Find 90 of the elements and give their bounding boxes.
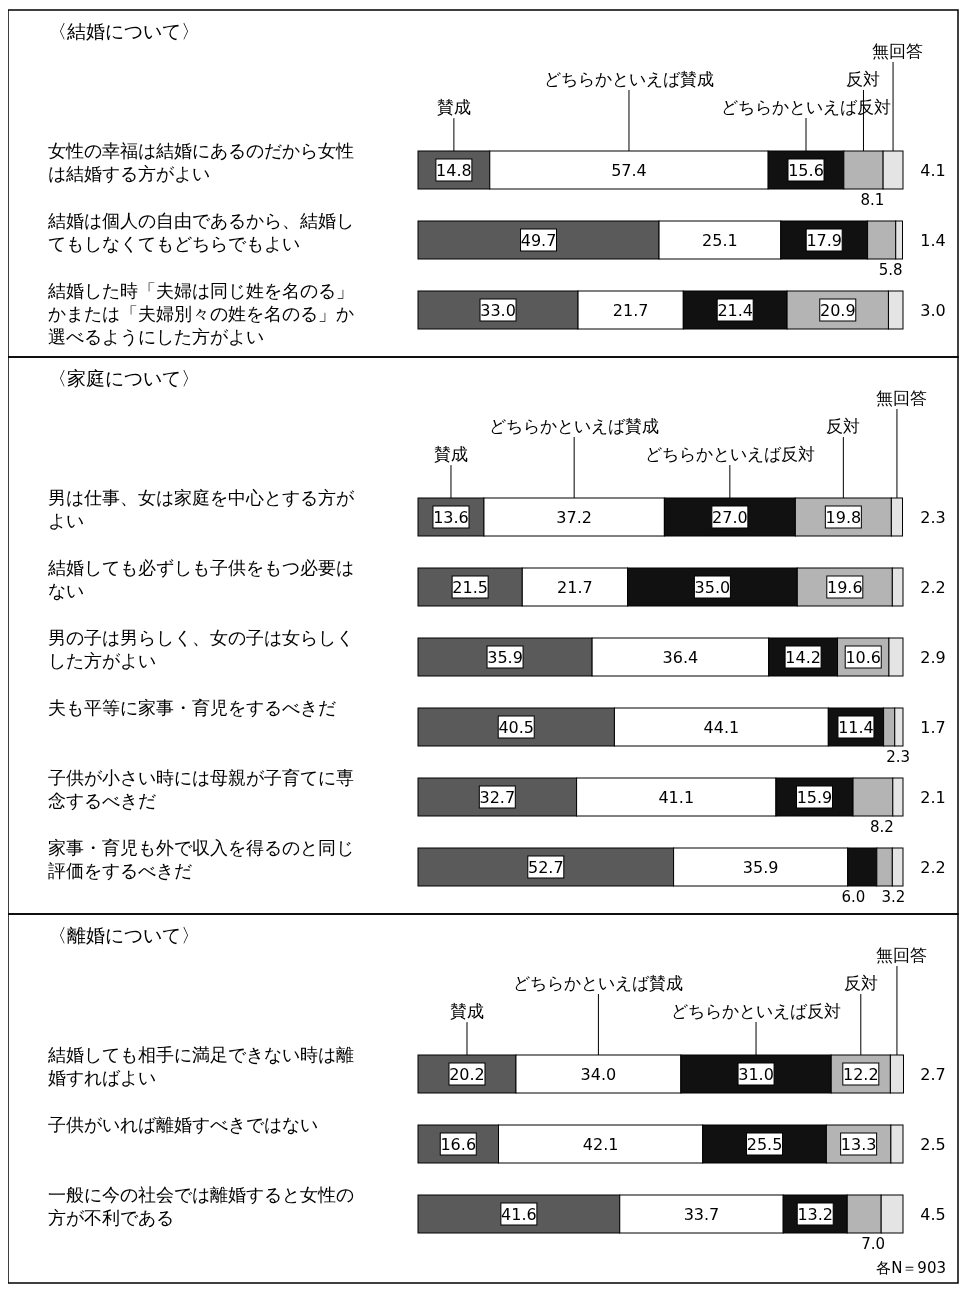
data-label: 21.7: [557, 578, 593, 597]
text: 〈結婚について〉: [48, 20, 200, 42]
text: どちらかといえば賛成: [489, 416, 660, 436]
data-label: 16.6: [440, 1135, 477, 1154]
data-label: 35.0: [694, 578, 731, 597]
data-label: 19.6: [826, 578, 863, 597]
data-label: 1.7: [920, 718, 946, 737]
data-label: 49.7: [520, 231, 557, 250]
data-label: 3.2: [881, 888, 906, 906]
data-label: 2.3: [920, 508, 946, 527]
data-label: 10.6: [845, 648, 882, 667]
data-label: 15.9: [796, 788, 833, 807]
y-tick-label: 結婚しても必ずしも子供をもつ必要はない: [47, 557, 354, 601]
y-tick-label: 結婚しても相手に満足できない時は離婚すればよい: [47, 1044, 354, 1088]
data-label: 41.1: [658, 788, 695, 807]
data-label: 2.1: [920, 788, 946, 807]
data-label: 3.0: [920, 301, 946, 320]
series-label: 賛成: [436, 97, 471, 117]
series-label: 賛成: [449, 1001, 484, 1021]
data-label: 35.9: [742, 858, 779, 877]
data-label: 33.7: [683, 1205, 720, 1224]
data-label: 44.1: [703, 718, 740, 737]
data-label: 11.4: [838, 718, 874, 737]
data-label: 21.5: [452, 578, 488, 597]
data-label: 21.7: [612, 301, 649, 320]
data-label: 25.5: [746, 1135, 783, 1154]
data-label: 27.0: [712, 508, 748, 527]
y-tick-label: 結婚した時「夫婦は同じ姓を名のる」かまたは「夫婦別々の姓を名のる」か選べるようにした方がよい: [47, 280, 354, 347]
data-label: 36.4: [662, 648, 699, 667]
data-label: 20.9: [819, 301, 856, 320]
data-label: 42.1: [582, 1135, 619, 1154]
data-label: 32.7: [479, 788, 516, 807]
data-label: 35.9: [487, 648, 523, 667]
data-label: 52.7: [527, 858, 564, 877]
text: 無回答: [872, 41, 924, 61]
y-tick-label: 男の子は男らしく、女の子は女らしくした方がよい: [48, 627, 354, 671]
data-label: 4.5: [920, 1205, 946, 1224]
data-label: 7.0: [861, 1235, 886, 1253]
text: どちらかといえば賛成: [513, 973, 684, 993]
y-tick-label: 子供がいれば離婚すべきではない: [48, 1114, 318, 1135]
y-tick-label: 子供が小さい時には母親が子育てに専念するべきだ: [48, 767, 354, 811]
data-label: 14.8: [436, 161, 472, 180]
text: 無回答: [875, 945, 927, 965]
y-tick-label: 結婚は個人の自由であるから、結婚してもしなくてもどちらでもよい: [47, 210, 354, 254]
y-tick-label: 女性の幸福は結婚にあるのだから女性は結婚する方がよい: [48, 140, 354, 184]
y-tick-label: 夫も平等に家事・育児をするべきだ: [48, 697, 336, 718]
data-label: 37.2: [556, 508, 592, 527]
text: 反対: [846, 69, 881, 89]
data-label: 12.2: [842, 1065, 879, 1084]
data-label: 2.2: [920, 858, 946, 877]
data-label: 17.9: [806, 231, 842, 250]
text: 〈離婚について〉: [48, 924, 200, 946]
text: 反対: [826, 416, 861, 436]
data-label: 4.1: [920, 161, 946, 180]
data-label: 57.4: [611, 161, 647, 180]
text: 無回答: [875, 388, 927, 408]
data-label: 13.3: [840, 1135, 877, 1154]
data-label: 19.8: [825, 508, 862, 527]
text: どちらかといえば反対: [644, 444, 815, 464]
text: 〈家庭について〉: [48, 367, 200, 389]
data-label: 5.8: [878, 261, 903, 279]
data-label: 20.2: [449, 1065, 485, 1084]
data-label: 21.4: [717, 301, 753, 320]
series-label: 賛成: [433, 444, 468, 464]
text: どちらかといえば賛成: [543, 69, 714, 89]
data-label: 2.7: [920, 1065, 946, 1084]
data-label: 2.9: [920, 648, 946, 667]
data-label: 13.2: [797, 1205, 834, 1224]
y-tick-label: 男は仕事、女は家庭を中心とする方がよい: [48, 487, 355, 531]
data-label: 2.2: [920, 578, 946, 597]
data-label: 34.0: [580, 1065, 617, 1084]
data-label: 33.0: [480, 301, 516, 320]
y-tick-label: 一般に今の社会では離婚すると女性の方が不利である: [48, 1184, 354, 1228]
text: どちらかといえば反対: [671, 1001, 842, 1021]
text: 各N＝903: [876, 1259, 946, 1277]
y-tick-label: 家事・育児も外で収入を得るのと同じ評価をするべきだ: [48, 837, 354, 881]
data-label: 13.6: [433, 508, 469, 527]
data-label: 6.0: [841, 888, 866, 906]
data-label: 31.0: [738, 1065, 774, 1084]
data-label: 8.1: [860, 191, 885, 209]
data-label: 1.4: [920, 231, 946, 250]
data-label: 2.5: [920, 1135, 946, 1154]
data-label: 8.2: [869, 818, 894, 836]
text: 反対: [843, 973, 878, 993]
data-label: 25.1: [702, 231, 738, 250]
data-label: 14.2: [785, 648, 821, 667]
data-label: 2.3: [886, 748, 911, 766]
data-label: 15.6: [788, 161, 824, 180]
data-label: 41.6: [501, 1205, 537, 1224]
data-label: 40.5: [498, 718, 535, 737]
